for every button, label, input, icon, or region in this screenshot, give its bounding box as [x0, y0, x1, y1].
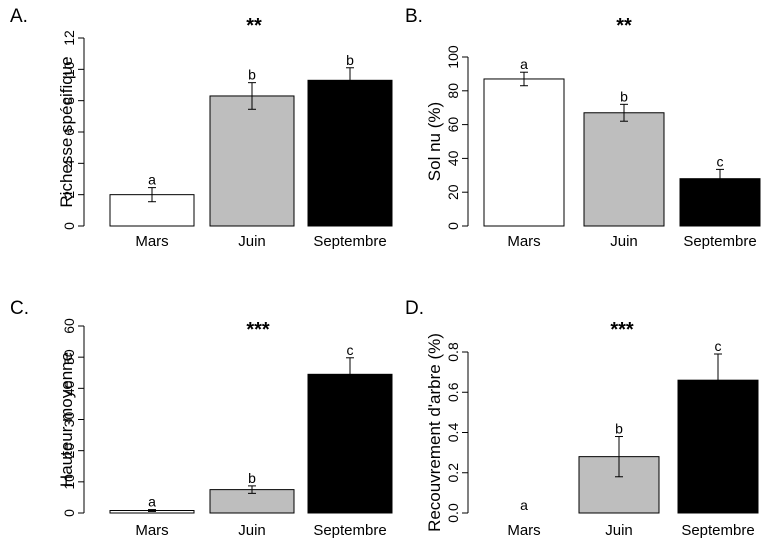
panel-b-y-tick-label: 60 — [445, 117, 461, 133]
panel-a-y-tick-label: 12 — [61, 30, 77, 46]
panel-d-significance: *** — [610, 319, 634, 341]
panel-c-group-label: a — [148, 494, 156, 510]
panel-b-y-tick-label: 100 — [445, 45, 461, 69]
panel-a-y-tick-label: 10 — [61, 61, 77, 77]
panel-c-group-label: b — [248, 470, 256, 486]
panel-b-bar-mars — [483, 78, 565, 227]
panel-a-bar-juin — [209, 95, 295, 227]
panel-b-group-label: b — [620, 88, 628, 104]
panel-d-y-tick-label: 0.8 — [445, 342, 461, 362]
panel-a-y-label: Richesse spécifique — [57, 56, 76, 207]
panel-c-y-tick-label: 40 — [61, 380, 77, 396]
panel-c-y-tick-label: 0 — [61, 509, 77, 517]
panel-a-letter: A. — [10, 6, 28, 27]
panel-a-category-label: Juin — [238, 233, 266, 250]
panel-b-y-tick-label: 20 — [445, 184, 461, 200]
panel-c-letter: C. — [10, 298, 29, 319]
panel-c-y-tick-label: 10 — [61, 474, 77, 490]
panel-c-category-label: Juin — [238, 522, 266, 539]
panel-c-category-label: Mars — [135, 522, 168, 539]
panel-c-y-tick-label: 60 — [61, 318, 77, 334]
panel-b-group-label: a — [520, 56, 528, 72]
panel-c-y-tick-label: 50 — [61, 349, 77, 365]
panel-b-y-label: Sol nu (%) — [425, 102, 444, 181]
panel-d-y-label: Recouvrement d'arbre (%) — [425, 333, 444, 532]
panel-b-significance: ** — [616, 15, 632, 37]
panel-b-category-label: Septembre — [683, 233, 756, 250]
panel-a-y-tick-label: 2 — [61, 191, 77, 199]
panel-c-bar-septembre — [307, 373, 393, 514]
panel-a-y-tick-label: 8 — [61, 97, 77, 105]
panel-c-group-label: c — [347, 342, 354, 358]
panel-d-category-label: Juin — [605, 522, 633, 539]
panel-d-y-tick-label: 0.0 — [445, 503, 461, 523]
panel-a-group-label: a — [148, 172, 156, 188]
panel-c-y-label: Hauteur moyenne — [57, 352, 76, 487]
panel-a-bar-septembre — [307, 79, 393, 227]
panel-c-y-tick-label: 20 — [61, 443, 77, 459]
panel-b-group-label: c — [717, 153, 724, 169]
panel-c-y-tick-label: 30 — [61, 412, 77, 428]
panel-d-category-label: Mars — [507, 522, 540, 539]
panel-b-letter: B. — [405, 6, 423, 27]
panel-d-group-label: c — [715, 338, 722, 354]
panel-b-category-label: Mars — [507, 233, 540, 250]
panel-a-significance: ** — [246, 15, 262, 37]
panel-d-y-tick-label: 0.2 — [445, 463, 461, 483]
panel-b-bar-juin — [583, 112, 665, 227]
panel-b-y-tick-label: 80 — [445, 83, 461, 99]
panel-a-group-label: b — [346, 52, 354, 68]
panel-a-group-label: b — [248, 67, 256, 83]
panel-a-y-tick-label: 6 — [61, 128, 77, 136]
panel-a-y-tick-label: 0 — [61, 222, 77, 230]
panel-b-y-tick-label: 40 — [445, 150, 461, 166]
panel-a-y-tick-label: 4 — [61, 159, 77, 167]
panel-c-category-label: Septembre — [313, 522, 386, 539]
panel-d-group-label: b — [615, 421, 623, 437]
panel-a-category-label: Mars — [135, 233, 168, 250]
panel-b-bar-septembre — [679, 178, 761, 227]
panel-d-letter: D. — [405, 298, 424, 319]
panel-b-y-tick-label: 0 — [445, 222, 461, 230]
panel-d-y-tick-label: 0.4 — [445, 423, 461, 443]
panel-b-category-label: Juin — [610, 233, 638, 250]
panel-d-category-label: Septembre — [681, 522, 754, 539]
panel-c-significance: *** — [246, 319, 270, 341]
panel-a-category-label: Septembre — [313, 233, 386, 250]
panel-d-group-label: a — [520, 497, 528, 513]
panel-d-y-tick-label: 0.6 — [445, 382, 461, 402]
